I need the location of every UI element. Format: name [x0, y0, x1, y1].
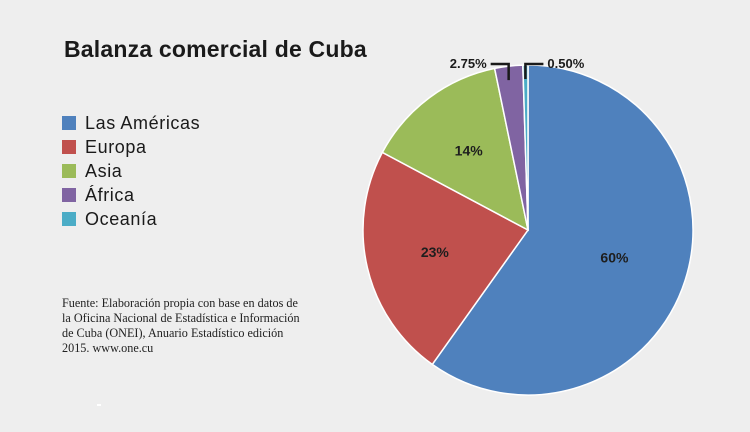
callout-line-oceania: [524, 62, 544, 80]
legend-item-americas: Las Américas: [62, 111, 200, 135]
data-label-africa: 2.75%: [450, 56, 487, 71]
legend-item-oceania: Oceanía: [62, 207, 200, 231]
chart-title: Balanza comercial de Cuba: [64, 36, 367, 62]
callout-line-africa: [490, 62, 510, 81]
legend-label-oceania: Oceanía: [85, 208, 158, 229]
legend-item-europa: Europa: [62, 135, 200, 159]
legend-label-europa: Europa: [85, 136, 147, 157]
legend-swatch-africa: [62, 188, 76, 202]
pie-slice-asia: [381, 67, 530, 232]
legend-label-americas: Las Américas: [85, 112, 201, 133]
callout-oceania: 0.50%: [524, 56, 585, 80]
source-note: Fuente: Elaboración propia con base en d…: [62, 296, 300, 355]
data-label-asia: 14%: [455, 143, 484, 159]
legend-swatch-oceania: [62, 212, 76, 226]
legend-item-asia: Asia: [62, 159, 200, 183]
legend: Las Américas Europa Asia África Oceanía: [62, 111, 200, 231]
data-label-oceania: 0.50%: [547, 56, 584, 71]
legend-label-asia: Asia: [85, 160, 123, 181]
data-label-europa: 23%: [421, 244, 450, 260]
legend-swatch-asia: [62, 164, 76, 178]
decorative-dot: [97, 404, 101, 406]
callout-africa: 2.75%: [450, 56, 510, 81]
legend-swatch-americas: [62, 116, 76, 130]
legend-swatch-europa: [62, 140, 76, 154]
pie-slice-americas: [431, 64, 694, 396]
legend-item-africa: África: [62, 183, 200, 207]
data-label-americas: 60%: [600, 250, 629, 266]
pie-slice-europa: [362, 151, 530, 366]
legend-label-africa: África: [85, 184, 135, 205]
